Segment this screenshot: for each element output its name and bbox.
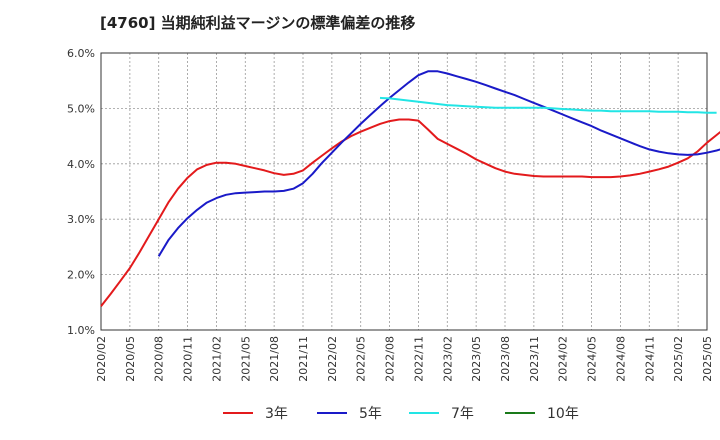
x-tick-label: 2024/08 [614, 336, 627, 382]
x-tick-label: 2020/05 [124, 336, 137, 382]
x-tick-label: 2021/11 [297, 336, 310, 382]
legend-label: 7年 [451, 406, 474, 422]
x-tick-label: 2024/02 [557, 336, 570, 382]
x-tick-label: 2021/02 [210, 336, 223, 382]
x-axis: 2020/02 2020/05 2020/08 2020/11 2021/02 2021/… [95, 336, 714, 382]
y-tick-label: 2.0% [67, 269, 95, 282]
legend-label: 10年 [547, 406, 579, 422]
legend-label: 5年 [359, 406, 382, 422]
x-tick-label: 2024/05 [586, 336, 599, 382]
y-tick-label: 1.0% [67, 324, 95, 337]
x-tick-label: 2023/08 [499, 336, 512, 382]
x-tick-label: 2022/08 [384, 336, 397, 382]
plot-frame [100, 52, 708, 331]
y-tick-label: 5.0% [67, 102, 95, 115]
x-tick-label: 2021/05 [239, 336, 252, 382]
x-tick-label: 2025/02 [672, 336, 685, 382]
x-tick-label: 2020/11 [182, 336, 195, 382]
x-tick-label: 2023/02 [441, 336, 454, 382]
series-line [157, 70, 720, 257]
legend-label: 3年 [265, 406, 288, 422]
chart-title: [4760] 当期純利益マージンの標準偏差の推移 [100, 14, 416, 32]
x-tick-label: 2022/05 [355, 336, 368, 382]
x-tick-label: 2020/02 [95, 336, 108, 382]
legend: 3年 5年 7年 10年 [223, 406, 579, 422]
y-tick-label: 4.0% [67, 158, 95, 171]
x-tick-label: 2024/11 [643, 336, 656, 382]
x-tick-label: 2020/08 [153, 336, 166, 382]
series-line [379, 96, 717, 114]
plot-background [101, 53, 707, 330]
x-tick-label: 2023/11 [528, 336, 541, 382]
x-tick-label: 2021/08 [268, 336, 281, 382]
x-tick-label: 2022/11 [412, 336, 425, 382]
y-tick-label: 3.0% [67, 213, 95, 226]
x-tick-label: 2023/05 [470, 336, 483, 382]
x-tick-label: 2025/05 [701, 336, 714, 382]
series-lines [100, 70, 720, 307]
grid-lines [101, 53, 707, 330]
y-tick-label: 6.0% [67, 47, 95, 60]
y-axis: 1.0% 2.0% 3.0% 4.0% 5.0% 6.0% [67, 47, 95, 337]
x-tick-label: 2022/02 [326, 336, 339, 382]
